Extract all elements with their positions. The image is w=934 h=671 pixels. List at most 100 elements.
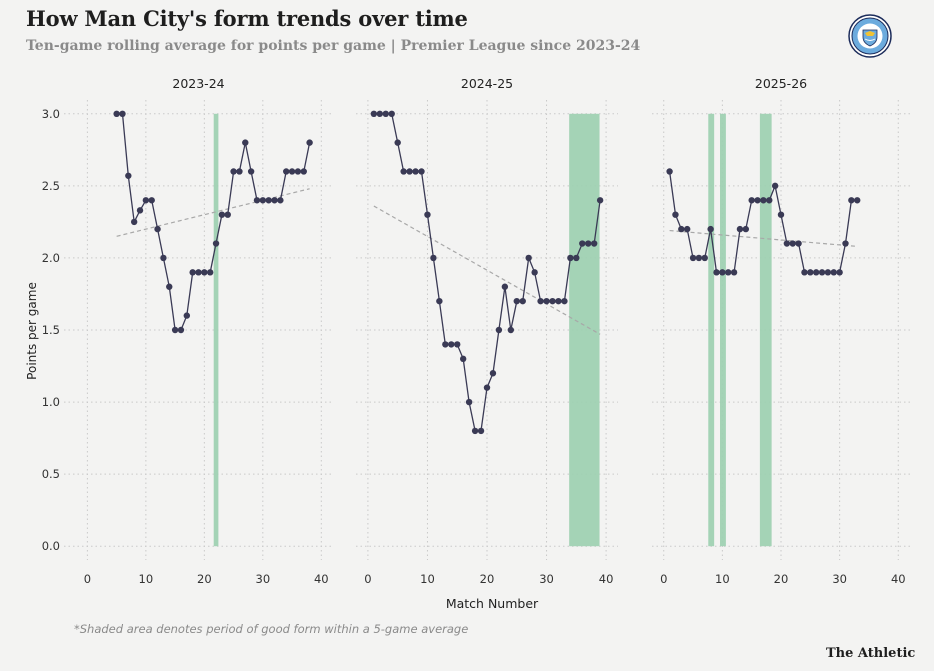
data-point	[719, 269, 726, 276]
x-tick-label: 30	[539, 572, 554, 586]
data-point	[166, 283, 173, 290]
data-point	[812, 269, 820, 276]
data-point	[525, 254, 532, 262]
data-point	[183, 312, 191, 319]
data-point	[807, 269, 814, 276]
data-point	[537, 297, 544, 305]
x-tick-label: 30	[832, 572, 847, 586]
data-point	[771, 182, 779, 190]
good-form-band	[708, 113, 715, 547]
data-point	[777, 211, 785, 218]
data-point	[424, 211, 431, 218]
data-point	[495, 326, 503, 334]
data-point	[247, 168, 255, 175]
data-point	[448, 341, 455, 348]
data-point	[288, 168, 296, 175]
x-tick-label: 40	[314, 572, 329, 586]
data-point	[795, 240, 802, 247]
data-point	[418, 168, 425, 175]
data-point	[707, 225, 714, 233]
data-point	[119, 110, 126, 118]
data-point	[713, 269, 720, 276]
data-point	[531, 269, 538, 276]
data-point	[125, 172, 132, 179]
data-point	[766, 197, 773, 204]
data-point	[306, 139, 313, 146]
x-tick-label: 10	[420, 572, 435, 586]
data-point	[459, 355, 467, 363]
data-point	[136, 207, 144, 214]
data-point	[388, 110, 395, 118]
data-point	[224, 211, 231, 218]
x-tick-label: 30	[256, 572, 271, 586]
data-point	[596, 197, 604, 204]
data-point	[294, 168, 302, 175]
data-point	[230, 168, 237, 175]
panel-2023-24: 2023-24 0 10 20 30 40 0.0 0.5 1.0 1.5 2.0 2.5 3.0	[42, 76, 333, 586]
data-point	[412, 168, 419, 175]
data-point	[854, 197, 861, 204]
y-tick-label: 1.0	[42, 395, 60, 409]
data-point	[259, 197, 267, 204]
data-point	[501, 283, 509, 290]
x-tick-label: 40	[891, 572, 906, 586]
data-point	[436, 297, 443, 305]
y-tick-label: 1.5	[42, 323, 60, 337]
panel-2025-26: 2025-26 0 10 20 30 40	[652, 76, 910, 586]
x-tick-label: 0	[660, 572, 667, 586]
panel-2024-25: 2024-25 0 10 20 30 40	[356, 76, 618, 586]
data-point	[236, 168, 243, 175]
data-point	[783, 240, 791, 247]
data-point	[406, 168, 413, 175]
data-point	[142, 197, 150, 204]
trend-line	[669, 229, 858, 248]
data-point	[848, 197, 855, 204]
data-point	[242, 139, 249, 146]
data-point	[585, 240, 592, 247]
good-form-band	[759, 113, 772, 547]
data-point	[265, 197, 272, 204]
data-point	[507, 326, 515, 334]
data-point	[189, 269, 196, 276]
data-point	[519, 297, 526, 305]
data-point	[748, 197, 755, 204]
y-tick-label: 2.5	[42, 179, 60, 193]
data-point	[195, 269, 202, 276]
trend-line	[116, 188, 310, 237]
good-form-band	[569, 113, 600, 547]
data-point	[742, 225, 750, 233]
data-point	[271, 197, 278, 204]
data-point	[695, 254, 703, 262]
data-point	[370, 110, 378, 118]
x-axis-label: Match Number	[446, 596, 539, 611]
data-point	[465, 398, 473, 406]
data-point	[666, 168, 673, 175]
x-tick-label: 20	[774, 572, 789, 586]
manchester-city-crest-icon	[848, 14, 892, 58]
publisher-logo: The Athletic	[826, 646, 916, 661]
data-point	[489, 370, 497, 377]
data-point	[830, 269, 837, 276]
data-point	[678, 225, 685, 233]
panel-title: 2025-26	[755, 76, 807, 91]
data-point	[154, 225, 161, 233]
data-point	[201, 269, 208, 276]
data-point	[477, 427, 485, 435]
data-point	[760, 197, 767, 204]
panel-title: 2023-24	[172, 76, 224, 91]
data-point	[789, 240, 796, 247]
y-tick-label: 3.0	[42, 107, 60, 121]
panel-title: 2024-25	[461, 76, 513, 91]
data-point	[253, 197, 261, 204]
trend-line	[373, 205, 601, 335]
data-point	[543, 297, 550, 305]
x-tick-label: 20	[197, 572, 212, 586]
x-tick-label: 0	[364, 572, 371, 586]
x-tick-label: 40	[599, 572, 614, 586]
data-point	[730, 269, 738, 276]
y-tick-label: 2.0	[42, 251, 60, 265]
data-point	[177, 326, 185, 334]
data-point	[382, 110, 389, 118]
data-point	[394, 139, 401, 146]
